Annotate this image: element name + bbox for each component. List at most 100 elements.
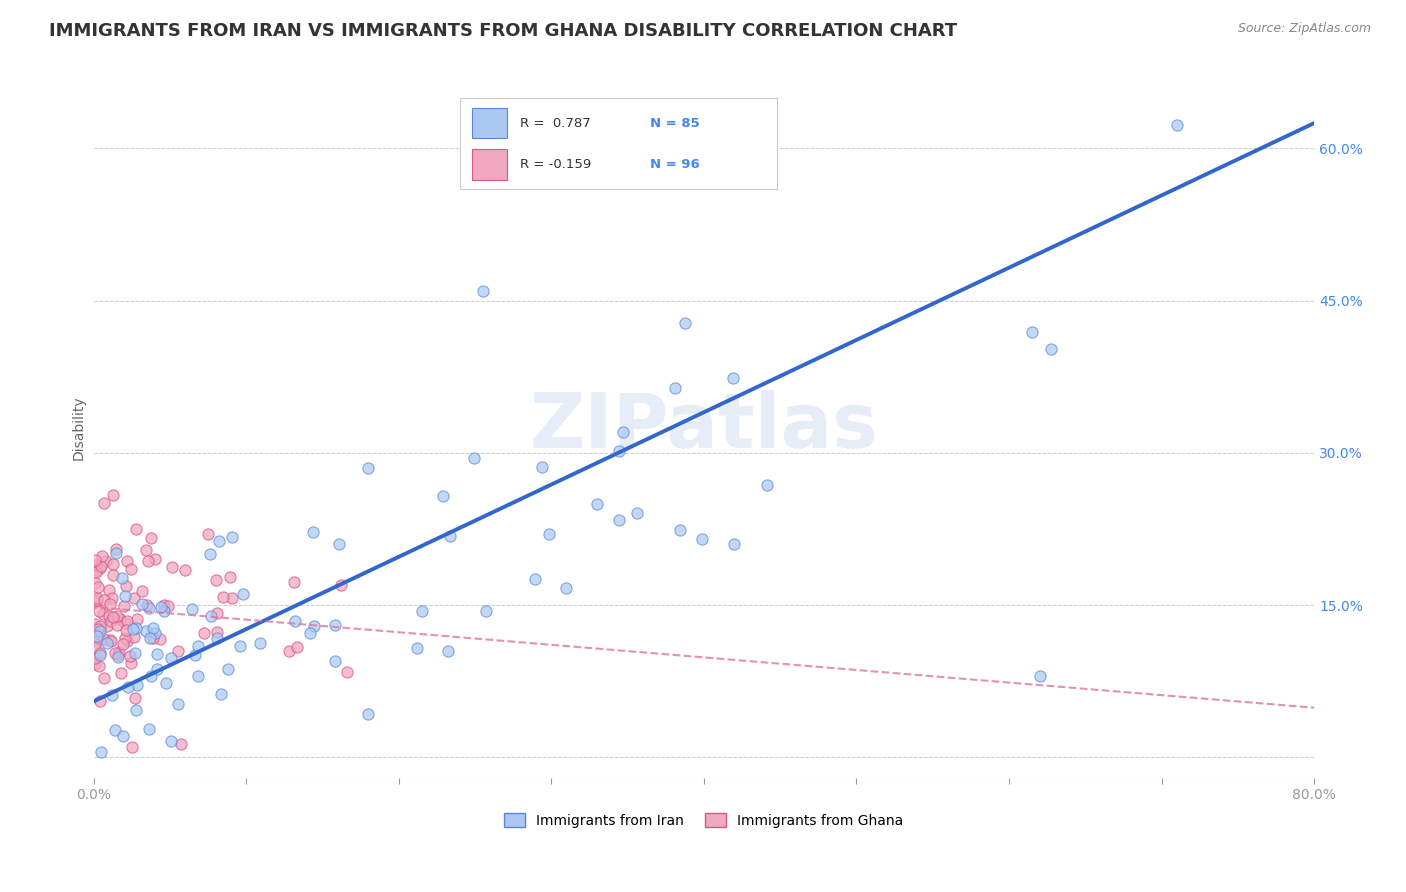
Point	[86, 634, 108, 648]
Point	[97, 582, 120, 597]
Point	[756, 478, 779, 492]
Point	[91, 607, 114, 621]
Point	[673, 316, 696, 330]
Point	[115, 623, 138, 637]
Y-axis label: Disability: Disability	[72, 395, 86, 459]
Point	[87, 581, 110, 595]
Point	[138, 722, 160, 736]
Point	[114, 631, 136, 645]
Point	[86, 629, 108, 643]
Point	[471, 284, 494, 298]
Point	[104, 546, 127, 560]
Point	[101, 488, 124, 502]
Point	[100, 591, 122, 605]
Point	[218, 570, 240, 584]
Point	[101, 688, 124, 702]
Point	[153, 604, 176, 618]
Point	[127, 612, 149, 626]
Point	[221, 591, 243, 606]
Point	[121, 740, 143, 755]
Point	[143, 626, 166, 640]
Point	[105, 542, 128, 557]
Point	[136, 598, 159, 612]
Point	[124, 646, 146, 660]
Point	[127, 678, 149, 692]
Point	[537, 526, 560, 541]
Point	[169, 737, 191, 751]
Point	[111, 637, 134, 651]
Point	[93, 496, 115, 510]
Point	[187, 639, 209, 653]
Point	[278, 644, 301, 658]
Point	[96, 636, 118, 650]
Point	[125, 522, 148, 536]
Point	[166, 697, 188, 711]
Point	[115, 554, 138, 568]
Point	[1040, 343, 1063, 357]
Point	[138, 601, 160, 615]
Point	[217, 662, 239, 676]
Point	[232, 587, 254, 601]
Point	[139, 631, 162, 645]
Point	[302, 524, 325, 539]
Text: ZIPatlas: ZIPatlas	[530, 391, 879, 465]
Point	[302, 618, 325, 632]
Point	[107, 650, 129, 665]
Point	[107, 648, 129, 662]
Point	[96, 619, 118, 633]
Point	[98, 597, 121, 611]
Point	[209, 687, 232, 701]
Point	[143, 552, 166, 566]
Point	[439, 529, 461, 543]
Point	[284, 614, 307, 628]
Point	[184, 648, 207, 663]
Point	[723, 537, 745, 551]
Point	[98, 609, 121, 624]
Point	[328, 537, 350, 551]
Point	[205, 625, 228, 640]
Point	[87, 627, 110, 641]
Point	[136, 553, 159, 567]
Point	[200, 609, 222, 624]
Point	[100, 614, 122, 628]
Point	[101, 558, 124, 572]
Point	[323, 654, 346, 668]
Point	[87, 604, 110, 618]
Point	[90, 558, 112, 573]
Point	[115, 634, 138, 648]
Point	[122, 591, 145, 605]
Point	[669, 524, 692, 538]
Text: Source: ZipAtlas.com: Source: ZipAtlas.com	[1237, 22, 1371, 36]
Point	[98, 633, 121, 648]
Point	[84, 617, 107, 632]
Point	[150, 600, 173, 615]
Point	[86, 592, 108, 607]
Point	[105, 617, 128, 632]
Point	[108, 612, 131, 626]
Point	[626, 506, 648, 520]
Point	[463, 450, 485, 465]
Point	[283, 574, 305, 589]
Point	[208, 534, 231, 549]
Point	[104, 646, 127, 660]
Point	[89, 624, 111, 638]
Point	[114, 616, 136, 631]
Point	[120, 562, 142, 576]
Point	[90, 549, 112, 564]
Point	[86, 591, 108, 605]
Point	[84, 576, 107, 591]
Point	[523, 572, 546, 586]
Point	[336, 665, 359, 679]
Point	[93, 592, 115, 607]
Point	[149, 632, 172, 647]
Point	[87, 659, 110, 673]
Point	[207, 632, 229, 646]
Point	[103, 723, 125, 738]
Point	[530, 459, 553, 474]
Point	[1166, 118, 1188, 132]
Point	[187, 669, 209, 683]
Point	[198, 547, 221, 561]
Point	[139, 532, 162, 546]
Point	[93, 632, 115, 646]
Point	[142, 621, 165, 635]
